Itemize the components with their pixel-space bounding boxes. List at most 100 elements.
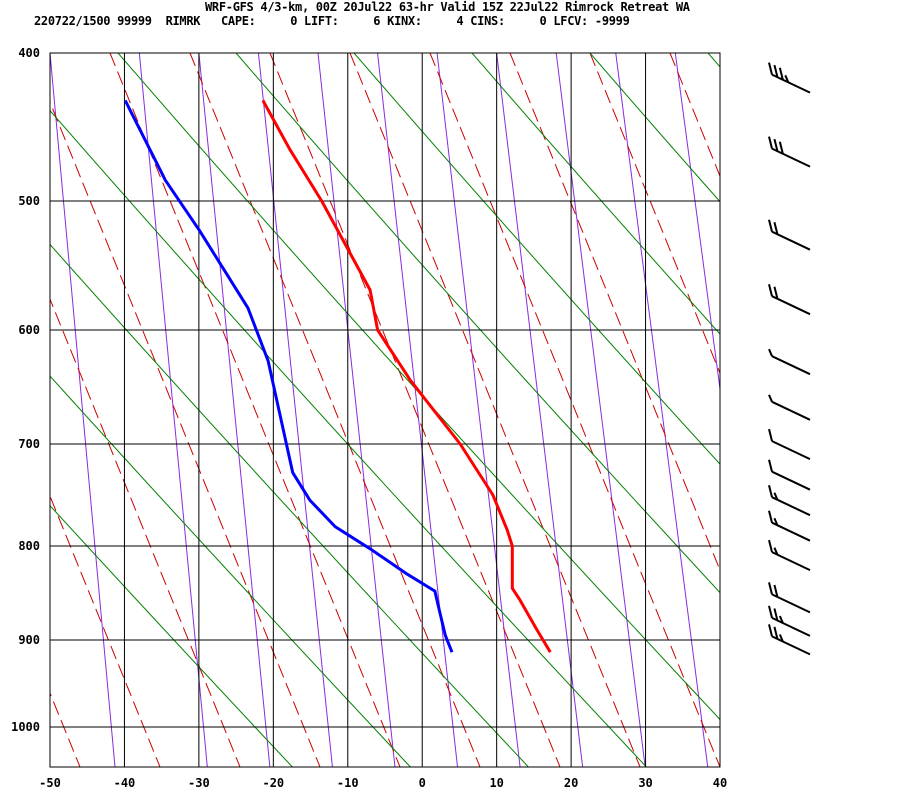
wind-barb-shaft <box>771 440 811 461</box>
dewpoint-profile-line <box>123 99 454 653</box>
temperature-profile-line <box>261 99 552 653</box>
plot-frame <box>49 52 721 768</box>
wind-barb <box>768 219 811 251</box>
wind-barb-flag <box>773 626 779 640</box>
moist-adiabat-line <box>189 53 481 767</box>
moist-adiabat-line <box>50 691 81 767</box>
moist-adiabat-line <box>669 53 720 178</box>
wind-barb-flag <box>768 219 773 232</box>
x-tick-label: -20 <box>262 776 284 790</box>
mixing-ratio-line <box>138 53 208 767</box>
wind-barb <box>768 394 811 421</box>
wind-barb-flag <box>768 283 773 297</box>
wind-barb-flag <box>768 510 773 523</box>
x-tick-label: 10 <box>489 776 503 790</box>
wind-barb-flag <box>768 348 773 357</box>
wind-barb-flag <box>773 222 779 235</box>
wind-barb-flag <box>768 539 773 553</box>
wind-barb-flag <box>778 141 784 154</box>
wind-barb <box>768 459 811 491</box>
wind-barb-flag <box>778 634 784 642</box>
wind-barb-shaft <box>771 295 811 316</box>
dry-adiabat-line <box>235 53 720 594</box>
moist-adiabat-line <box>349 53 641 767</box>
dry-adiabat-line <box>589 53 720 203</box>
wind-barb-shaft <box>771 230 811 251</box>
wind-barb <box>768 539 811 572</box>
mixing-ratio-line <box>794 53 895 767</box>
wind-barb-shaft <box>771 73 811 94</box>
mixing-ratio-line <box>496 53 584 767</box>
wind-barb <box>768 136 811 168</box>
wind-barb-flag <box>773 517 779 526</box>
wind-barb <box>768 484 811 517</box>
wind-barb <box>768 510 811 542</box>
moist-adiabat-line <box>50 100 321 767</box>
y-tick-label: 900 <box>18 633 40 647</box>
y-tick-label: 400 <box>18 46 40 60</box>
mixing-ratio-line <box>257 53 333 767</box>
dry-adiabat-line <box>50 375 412 767</box>
mixing-ratio-line <box>735 53 833 767</box>
mixing-ratio-line <box>854 53 900 767</box>
wind-barb-shaft <box>771 496 811 517</box>
chart-subtitle: 220722/1500 99999 RIMRK CAPE: 0 LIFT: 6 … <box>34 14 630 28</box>
wind-barb-flag <box>768 624 773 637</box>
x-tick-label: 20 <box>564 776 578 790</box>
wind-barb-flag <box>773 547 779 556</box>
x-tick-label: -50 <box>39 776 61 790</box>
mixing-ratio-line <box>317 53 396 767</box>
wind-barb-flag <box>768 459 773 472</box>
wind-barb <box>768 348 811 376</box>
wind-barb <box>768 624 811 656</box>
wind-barb-shaft <box>771 355 811 376</box>
mixing-ratio-line <box>615 53 709 767</box>
wind-barb-shaft <box>771 616 811 637</box>
wind-barb <box>768 62 811 94</box>
wind-barb-flag <box>768 394 773 403</box>
y-tick-label: 500 <box>18 194 40 208</box>
wind-barb-shaft <box>771 147 811 168</box>
x-tick-label: 30 <box>638 776 652 790</box>
y-tick-label: 600 <box>18 323 40 337</box>
wind-barb-shaft <box>771 635 811 656</box>
wind-barb <box>768 283 811 316</box>
wind-barb-flag <box>778 67 784 80</box>
wind-barb-flag <box>768 605 773 619</box>
dry-adiabat-line <box>707 53 720 68</box>
wind-barb <box>768 582 811 614</box>
mixing-ratio-line <box>377 53 459 767</box>
wind-barb-flag <box>768 484 773 498</box>
dry-adiabat-line <box>353 53 720 465</box>
wind-barb-flag <box>784 74 790 83</box>
moist-adiabat-line <box>269 53 561 767</box>
x-tick-label: -10 <box>337 776 359 790</box>
wind-barb-flag <box>768 428 773 442</box>
wind-barb-flag <box>773 138 779 152</box>
wind-barb-flag <box>773 64 779 78</box>
wind-barb-flag <box>768 62 773 75</box>
wind-barb-flag <box>773 608 779 621</box>
mixing-ratio-line <box>436 53 521 767</box>
dry-adiabat-line <box>50 109 648 767</box>
mixing-ratio-line <box>198 53 271 767</box>
mixing-ratio-line <box>674 53 720 393</box>
moist-adiabat-line <box>589 53 720 375</box>
moist-adiabat-line <box>109 53 401 767</box>
mixing-ratio-line <box>50 53 116 767</box>
wind-barb-shaft <box>771 400 811 421</box>
wind-barb-flag <box>773 286 779 300</box>
moist-adiabat-line <box>50 494 161 767</box>
wind-barb-flag <box>773 492 779 501</box>
wind-barb-shaft <box>771 593 811 614</box>
x-tick-label: 40 <box>713 776 727 790</box>
wind-barb-shaft <box>771 551 811 572</box>
wind-barb-shaft <box>771 521 811 542</box>
wind-barb-shaft <box>771 470 811 491</box>
dry-adiabat-line <box>117 53 720 721</box>
x-tick-label: -30 <box>188 776 210 790</box>
y-tick-label: 700 <box>18 437 40 451</box>
wind-barb-flag <box>773 584 779 598</box>
